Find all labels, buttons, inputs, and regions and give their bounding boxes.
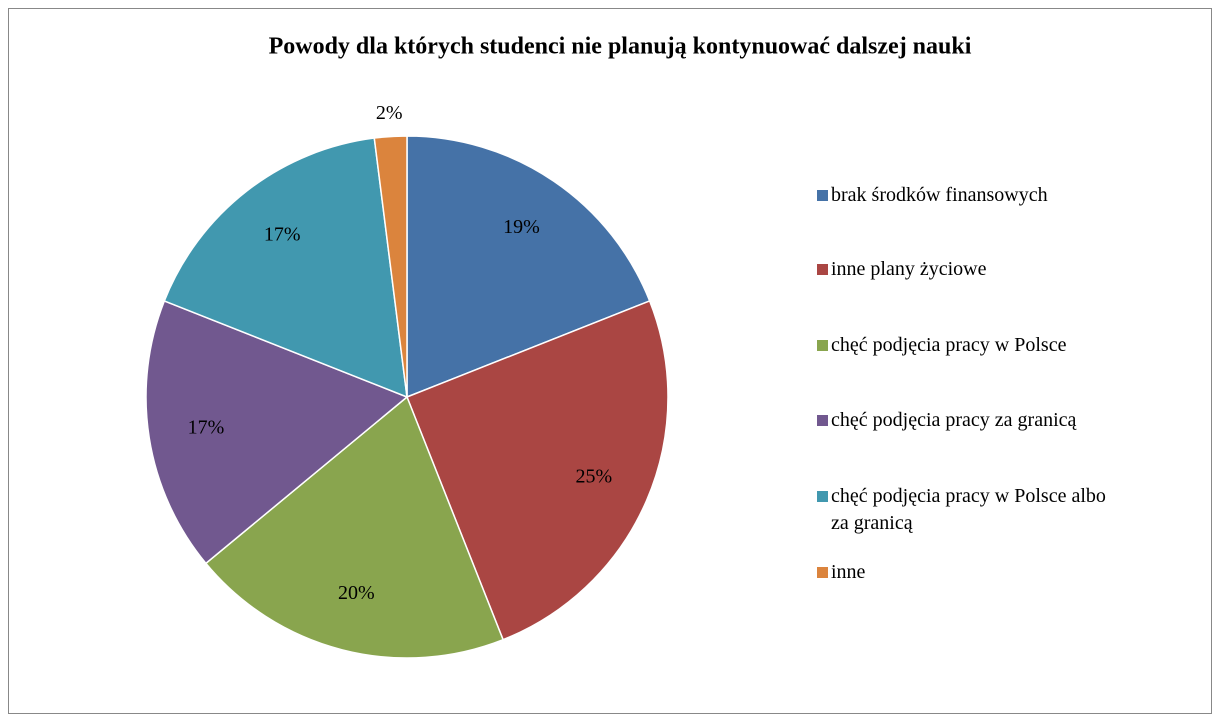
data-label: 2% (376, 102, 403, 124)
legend-item: inne plany życiowe (817, 256, 1107, 283)
legend-label: chęć podjęcia pracy w Polsce albo za gra… (831, 485, 1106, 534)
legend-item: chęć podjęcia pracy za granicą (817, 407, 1107, 434)
legend-label: chęć podjęcia pracy za granicą (831, 409, 1077, 431)
legend-swatch (817, 415, 828, 426)
legend-item: brak środków finansowych (817, 182, 1107, 209)
data-label: 17% (264, 224, 301, 246)
legend-label: inne plany życiowe (831, 258, 987, 280)
pie-slice (406, 135, 651, 399)
legend-swatch (817, 491, 828, 502)
legend-swatch (817, 567, 828, 578)
legend-label: brak środków finansowych (831, 184, 1048, 206)
legend-item: chęć podjęcia pracy w Polsce albo za gra… (817, 483, 1107, 537)
legend-item: inne (817, 559, 1107, 586)
pie-slice (204, 395, 505, 659)
data-label: 20% (338, 582, 375, 604)
pie-slice (406, 299, 669, 641)
legend-swatch (817, 190, 828, 201)
data-label: 25% (576, 465, 613, 487)
chart-title: Powody dla których studenci nie planują … (269, 34, 972, 60)
legend-swatch (817, 340, 828, 351)
legend-swatch (817, 264, 828, 275)
data-label: 17% (188, 416, 225, 438)
pie-slice (163, 137, 408, 399)
legend-label: chęć podjęcia pracy w Polsce (831, 334, 1067, 356)
legend-item: chęć podjęcia pracy w Polsce (817, 332, 1107, 359)
pie-slice (373, 135, 408, 398)
legend-label: inne (831, 561, 866, 583)
chart-frame (8, 8, 1212, 714)
pie-slice (145, 299, 409, 565)
data-label: 19% (503, 216, 540, 238)
